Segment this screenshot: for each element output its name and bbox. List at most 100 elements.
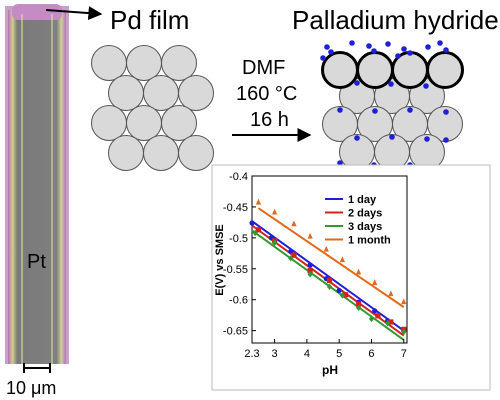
legend-label: 1 day (348, 194, 377, 206)
pd-sphere (161, 45, 197, 81)
data-point (355, 304, 362, 311)
data-point (252, 229, 258, 237)
hydrogen-dot (424, 136, 430, 142)
hydrogen-dot (324, 44, 330, 50)
x-tick-label: 2.3 (244, 348, 259, 360)
plot-area (251, 175, 408, 344)
pd-sphere (108, 75, 144, 111)
fit-line (251, 229, 405, 341)
y-tick-label: -0.4 (229, 171, 248, 183)
hydrogen-dot (354, 135, 360, 141)
x-tick-label: 6 (368, 348, 374, 360)
data-point (291, 252, 297, 258)
data-point (401, 298, 407, 305)
data-point (326, 283, 333, 290)
pd-sphere (91, 105, 127, 141)
e-vs-ph-chart: 2.3 3 4 5 6 7 -0.4-0.45-0.5-0.55-0.6-0.65 pH … (211, 164, 491, 391)
data-point (401, 328, 407, 336)
hydrogen-dot (349, 40, 355, 46)
hydrogen-dot (337, 160, 343, 166)
x-tick-label: 3 (272, 348, 278, 360)
hydrogen-dot (423, 83, 429, 89)
hydrogen-dot (443, 47, 449, 53)
data-point (323, 245, 329, 252)
legend-label: 3 days (348, 221, 382, 233)
hydrogen-dot (385, 41, 391, 47)
pd-sphere (108, 135, 144, 171)
pd-film-label: Pd film (110, 5, 189, 35)
scale-bar-label: 10 μm (6, 378, 56, 398)
data-point (272, 208, 278, 215)
data-point (375, 313, 381, 319)
data-point (255, 227, 262, 233)
x-tick-label: 4 (304, 348, 310, 360)
pd-sphere (161, 105, 197, 141)
hydrogen-dot (401, 46, 407, 52)
hydrogen-dot (320, 55, 326, 61)
data-point (336, 287, 342, 294)
pd-sphere-surface (426, 51, 464, 89)
data-point (307, 232, 313, 239)
data-point (355, 301, 362, 307)
data-point (343, 292, 349, 298)
pt-label: Pt (27, 251, 46, 273)
condition-time: 16 h (250, 109, 289, 131)
data-point (385, 320, 391, 327)
data-point (372, 279, 378, 285)
data-point (368, 315, 375, 323)
condition-temperature: 160 °C (236, 83, 297, 105)
hydrogen-dot (366, 43, 372, 49)
hydrogen-dot (443, 137, 449, 143)
data-point (326, 277, 333, 284)
pd-sphere (91, 45, 127, 81)
legend-label: 2 days (348, 208, 382, 220)
hydrogen-dot (388, 81, 394, 87)
y-axis-label: E(V) vs SMSE (214, 224, 226, 296)
data-point (388, 290, 394, 297)
pd-sphere (178, 135, 214, 171)
data-point (339, 292, 346, 299)
y-ticks: -0.4 -0.45 -0.5 -0.55 -0.6 -0.65 (223, 171, 256, 338)
pd-sphere-surface (321, 51, 359, 89)
pd-sphere (409, 78, 445, 114)
pt-wire-micrograph: Pt 10 μm (5, 4, 69, 398)
x-tick-label: 7 (401, 348, 407, 360)
x-ticks: 2.3 3 4 5 6 7 (244, 339, 407, 360)
x-tick-label: 5 (336, 348, 342, 360)
hydrogen-dot (425, 44, 431, 50)
y-tick-label: -0.6 (229, 295, 248, 307)
palladium-hydride-label: Palladium hydride (292, 5, 499, 35)
pd-sphere (178, 75, 214, 111)
data-point (355, 268, 362, 275)
pd-film-cap (12, 4, 62, 20)
hydride-sphere-lattice (321, 51, 464, 170)
data-point (372, 308, 378, 314)
data-point (388, 319, 394, 325)
pd-sphere (143, 135, 179, 171)
hydrogen-dot (443, 109, 449, 115)
y-tick-label: -0.5 (229, 233, 248, 245)
y-tick-label: -0.45 (223, 202, 248, 214)
data-point (291, 220, 297, 227)
hydrogen-dot (389, 134, 395, 140)
hydrogen-dot (354, 80, 360, 86)
hydrogen-dot (407, 107, 413, 113)
fit-line (257, 207, 405, 308)
pd-sphere (143, 75, 179, 111)
hydrogen-dot (395, 53, 401, 59)
legend-label: 1 month (348, 235, 391, 247)
hydrogen-dot (328, 49, 334, 55)
pd-sphere-lattice (91, 45, 214, 171)
data-point (307, 262, 313, 268)
data-point (249, 220, 255, 226)
data-point (288, 255, 294, 262)
data-point (272, 239, 278, 246)
pd-film-arrow (45, 6, 103, 21)
pd-sphere-surface (356, 51, 394, 89)
hydrogen-dot (437, 40, 443, 46)
data-point (255, 198, 262, 205)
condition-solvent: DMF (242, 57, 285, 79)
hydrogen-dot (371, 48, 377, 54)
data-points (249, 198, 407, 336)
